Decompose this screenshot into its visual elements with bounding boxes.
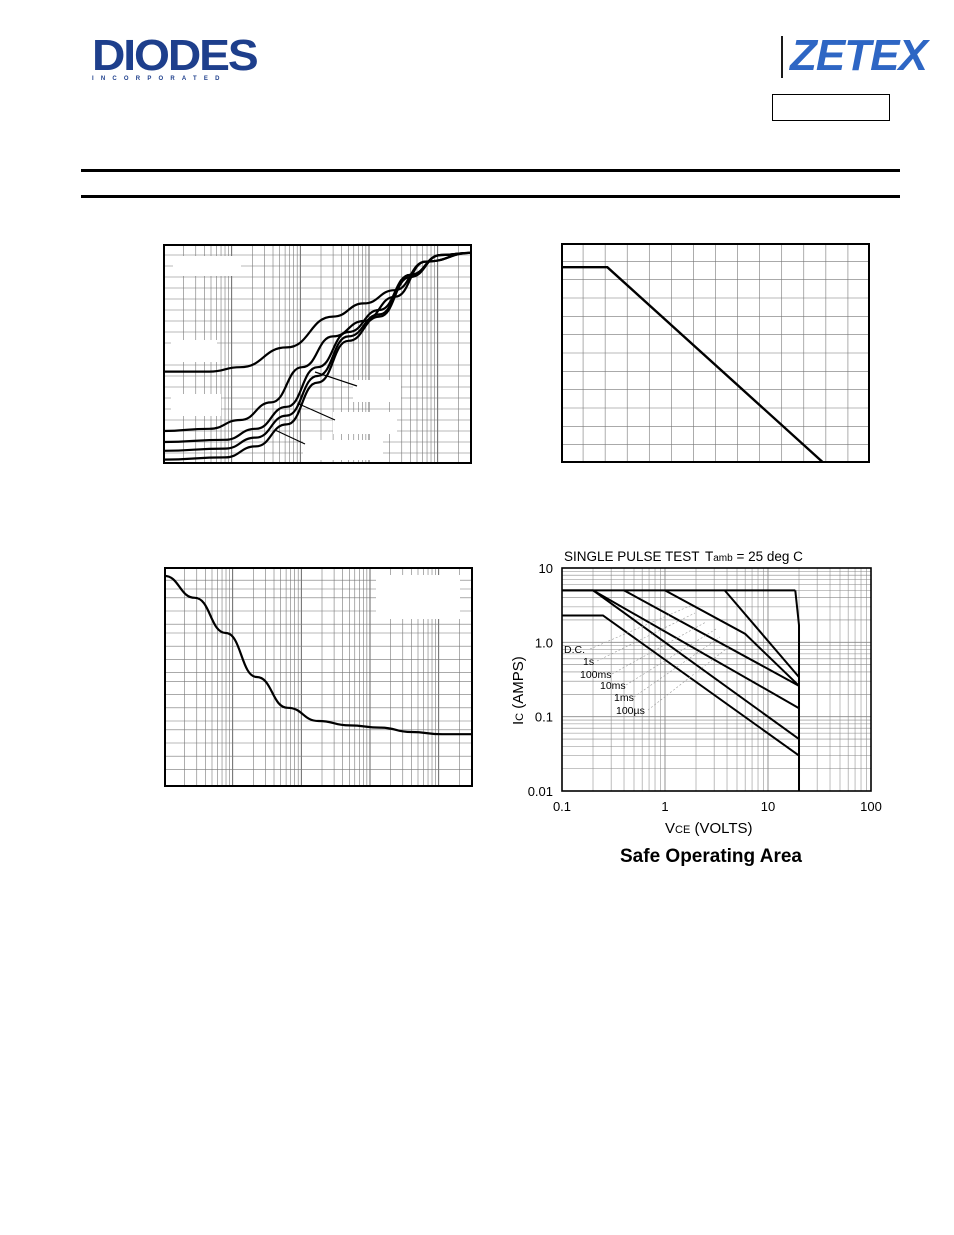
soa-series [562, 589, 801, 791]
soa-series-leader-4 [625, 628, 717, 686]
chart-safe-operating-area: SINGLE PULSE TEST Tamb = 25 deg C D.C.1s… [510, 549, 882, 867]
soa-y-tick-label: 0.01 [528, 784, 553, 799]
chart-top-right-derating-line [561, 266, 825, 463]
soa-x-tick-label: 10 [761, 799, 775, 814]
soa-annotation: SINGLE PULSE TEST [564, 549, 700, 564]
chart-bottom-left-curve [164, 574, 473, 736]
chart-top-left-leader-3 [274, 429, 306, 445]
soa-series-leader-5 [633, 636, 721, 698]
chart-top-left-leader-2 [298, 403, 336, 421]
soa-title: Safe Operating Area [620, 846, 802, 867]
chart-bottom-left-frame [164, 567, 473, 787]
soa-y-tick-label: 10 [539, 561, 553, 576]
chart-top-right-grid [561, 243, 870, 463]
soa-series-label-3: 100ms [580, 669, 612, 681]
chart-top-left-frame [163, 244, 472, 464]
soa-series-label-2: 1s [583, 656, 594, 668]
chart-top-left-leader-1 [314, 371, 358, 387]
soa-frame [561, 567, 872, 792]
soa-x-tick-label: 100 [860, 799, 882, 814]
soa-x-axis-label: VCE (VOLTS) [665, 820, 753, 837]
header-rule-bottom [81, 195, 900, 198]
soa-series-label-6: 100µs [616, 705, 645, 717]
soa-grid [561, 567, 872, 792]
chart-top-left-label-mask-5 [333, 412, 397, 434]
diodes-logo-subtext: INCORPORATED [92, 76, 227, 82]
chart-bottom-left [164, 567, 473, 787]
soa-x-tick-label: 1 [661, 799, 668, 814]
soa-line-6 [723, 589, 800, 678]
chart-top-left-label-mask-3 [171, 394, 221, 416]
soa-series-label-5: 1ms [614, 692, 634, 704]
chart-top-left-curve-5 [163, 251, 472, 461]
soa-line-3 [592, 589, 800, 710]
part-number-box [772, 94, 890, 121]
chart-top-left-curve-2 [163, 251, 472, 433]
soa-y-tick-label: 0.1 [535, 710, 553, 725]
header-rule-top [81, 169, 900, 172]
chart-top-left-series [163, 251, 472, 461]
diodes-logo: DIODES INCORPORATED [92, 34, 262, 84]
soa-series-leader-3 [611, 621, 707, 675]
chart-top-right [561, 243, 870, 463]
soa-series-label-1: D.C. [564, 644, 585, 656]
soa-series-leader-1 [589, 604, 693, 650]
soa-condition: Tamb = 25 deg C [705, 549, 803, 564]
chart-top-right-frame [561, 243, 870, 463]
soa-x-tick-label: 0.1 [553, 799, 571, 814]
zetex-logo: ZETEX [790, 31, 928, 80]
chart-top-left-label-mask-6 [303, 440, 383, 460]
soa-line-5 [664, 589, 800, 687]
soa-y-tick-label: 1.0 [535, 635, 553, 650]
soa-series-leader-6 [647, 645, 731, 711]
chart-top-left [163, 244, 472, 464]
diodes-logo-wordmark: DIODES [92, 31, 259, 80]
soa-line-1 [562, 614, 800, 757]
soa-line-4 [623, 589, 800, 687]
chart-top-left-label-mask-2 [171, 340, 217, 362]
chart-bottom-left-series [164, 574, 473, 736]
chart-bottom-left-legend-mask [376, 575, 460, 619]
soa-series-label-4: 10ms [600, 680, 626, 692]
zetex-logo-divider [781, 36, 783, 78]
chart-top-right-series [561, 266, 825, 463]
chart-top-left-label-mask-1 [173, 256, 241, 276]
soa-vce-max-line [794, 590, 801, 791]
chart-top-left-label-mask-4 [353, 380, 401, 402]
soa-y-axis-label: IC (AMPS) [510, 656, 527, 725]
